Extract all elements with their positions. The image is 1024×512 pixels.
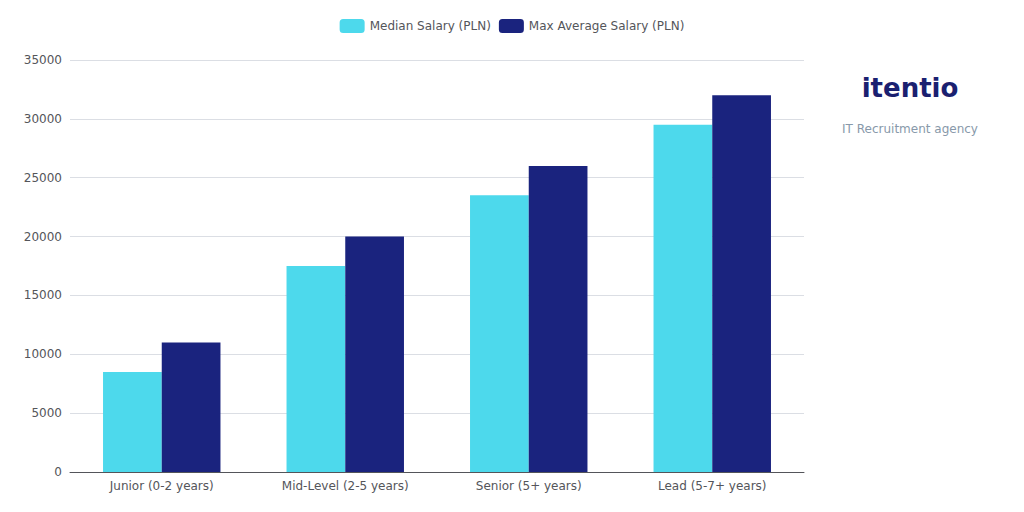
svg-text:5000: 5000	[31, 406, 62, 420]
svg-text:Senior (5+ years): Senior (5+ years)	[476, 479, 582, 493]
svg-text:10000: 10000	[24, 347, 62, 361]
svg-text:20000: 20000	[24, 230, 62, 244]
svg-text:30000: 30000	[24, 112, 62, 126]
svg-text:35000: 35000	[24, 53, 62, 67]
svg-text:0: 0	[54, 465, 62, 479]
svg-text:Median Salary (PLN): Median Salary (PLN)	[370, 19, 491, 33]
svg-text:15000: 15000	[24, 288, 62, 302]
svg-text:Mid-Level (2-5 years): Mid-Level (2-5 years)	[282, 479, 409, 493]
svg-text:itentio: itentio	[862, 73, 959, 103]
svg-text:IT Recruitment agency: IT Recruitment agency	[842, 122, 978, 136]
svg-text:Max Average Salary (PLN): Max Average Salary (PLN)	[529, 19, 684, 33]
svg-text:Junior (0-2 years): Junior (0-2 years)	[109, 479, 214, 493]
svg-text:25000: 25000	[24, 171, 62, 185]
svg-text:Lead (5-7+ years): Lead (5-7+ years)	[658, 479, 767, 493]
